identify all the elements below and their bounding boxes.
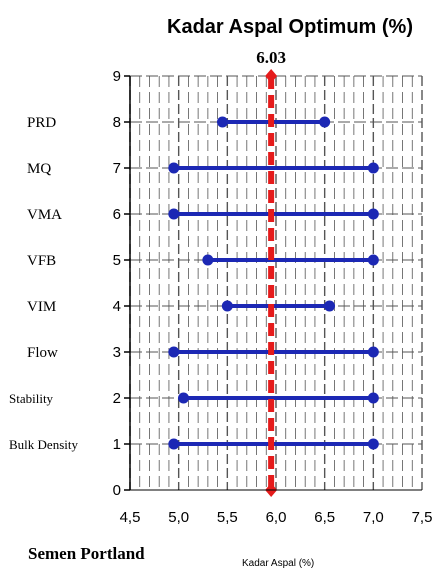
range-max-point — [367, 346, 379, 358]
x-tick-label: 4,5 — [120, 509, 141, 526]
category-label: PRD — [27, 115, 56, 131]
range-min-point — [178, 392, 190, 404]
x-tick-label: 6,5 — [314, 509, 335, 526]
range-min-point — [168, 438, 180, 450]
range-max-point — [367, 254, 379, 266]
labels: 0 1 2 3 4 5 6 7 8 9 4,5 5,0 5,5 6,0 6,5 7,0 7,5 PRD MQ VMA V… — [9, 68, 432, 526]
range-max-point — [367, 162, 379, 174]
category-label: VIM — [27, 299, 56, 315]
y-tick-label: 5 — [113, 252, 121, 269]
category-label: Bulk Density — [9, 437, 78, 452]
x-axis-title: Kadar Aspal (%) — [242, 558, 314, 569]
range-min-point — [168, 208, 180, 220]
category-label: Stability — [9, 391, 54, 406]
optimum-value-label: 6.03 — [256, 48, 286, 67]
x-tick-label: 7,0 — [363, 509, 384, 526]
range-series — [168, 69, 379, 497]
range-max-point — [324, 300, 336, 312]
range-min-point — [168, 346, 180, 358]
x-tick-label: 5,0 — [168, 509, 189, 526]
range-max-point — [367, 392, 379, 404]
y-tick-label: 6 — [113, 206, 121, 223]
range-min-point — [221, 300, 233, 312]
range-max-point — [367, 208, 379, 220]
y-tick-label: 9 — [113, 68, 121, 85]
range-min-point — [168, 162, 180, 174]
y-tick-label: 8 — [113, 114, 121, 131]
optimum-top-marker — [265, 69, 278, 83]
y-tick-label: 1 — [113, 436, 121, 453]
y-tick-label: 0 — [113, 482, 121, 499]
grid — [129, 75, 423, 490]
chart-title: Kadar Aspal Optimum (%) — [167, 16, 413, 38]
x-tick-label: 7,5 — [412, 509, 433, 526]
category-label: VMA — [27, 207, 62, 223]
y-tick-label: 4 — [113, 298, 121, 315]
x-tick-label: 5,5 — [217, 509, 238, 526]
y-tick-label: 7 — [113, 160, 121, 177]
range-min-point — [216, 116, 228, 128]
x-tick-label: 6,0 — [266, 509, 287, 526]
y-tick-label: 2 — [113, 390, 121, 407]
category-label: Flow — [27, 345, 58, 361]
footer-caption: Semen Portland — [28, 544, 145, 563]
range-max-point — [319, 116, 331, 128]
range-min-point — [202, 254, 214, 266]
category-label: MQ — [27, 161, 51, 177]
axes — [124, 75, 422, 491]
y-tick-label: 3 — [113, 344, 121, 361]
range-max-point — [367, 438, 379, 450]
category-label: VFB — [27, 253, 56, 269]
